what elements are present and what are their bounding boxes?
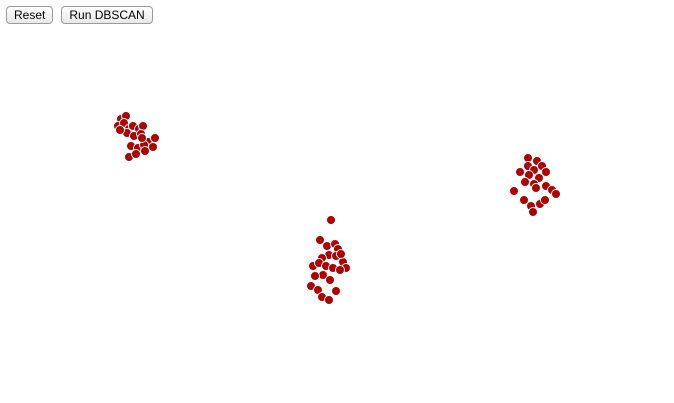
data-point bbox=[140, 146, 150, 156]
data-point bbox=[540, 195, 550, 205]
data-point bbox=[324, 295, 334, 305]
data-point bbox=[137, 133, 147, 143]
data-point bbox=[519, 195, 529, 205]
data-point bbox=[528, 207, 538, 217]
run-dbscan-button[interactable]: Run DBSCAN bbox=[61, 6, 153, 24]
data-point bbox=[509, 186, 519, 196]
reset-button[interactable]: Reset bbox=[6, 6, 54, 24]
data-point bbox=[331, 286, 341, 296]
data-point bbox=[541, 167, 551, 177]
data-point bbox=[315, 235, 325, 245]
data-point bbox=[131, 149, 141, 159]
data-point bbox=[336, 249, 346, 259]
cluster-middle bbox=[306, 215, 351, 305]
data-point bbox=[531, 183, 541, 193]
data-point bbox=[520, 177, 530, 187]
data-point bbox=[148, 142, 158, 152]
cluster-right bbox=[509, 153, 561, 217]
toolbar: Reset Run DBSCAN bbox=[6, 6, 153, 24]
data-point bbox=[326, 215, 336, 225]
data-point bbox=[115, 125, 125, 135]
data-point bbox=[335, 265, 345, 275]
data-point bbox=[310, 271, 320, 281]
data-point bbox=[515, 167, 525, 177]
data-point bbox=[551, 189, 561, 199]
data-point bbox=[325, 275, 335, 285]
cluster-left bbox=[113, 111, 160, 162]
data-point bbox=[150, 133, 160, 143]
